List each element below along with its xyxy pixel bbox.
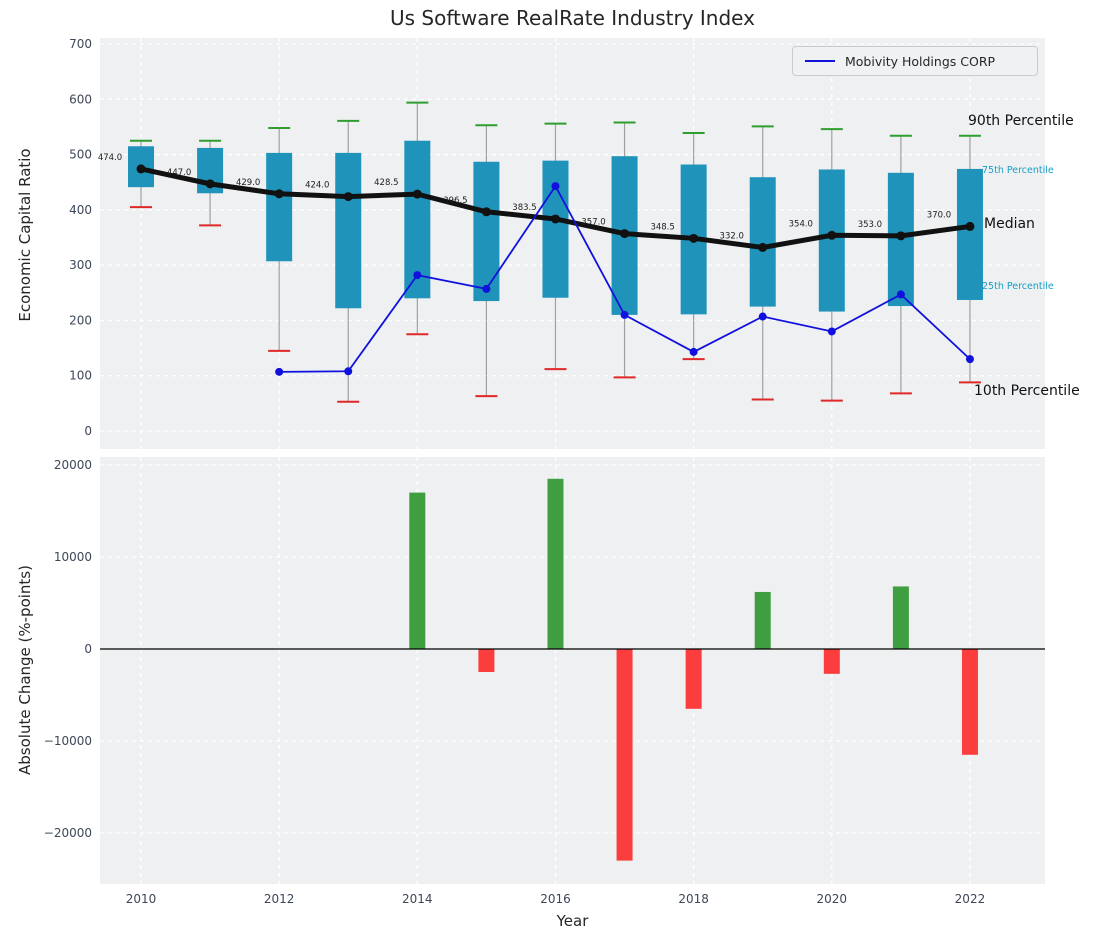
company-marker xyxy=(482,285,490,293)
bottom-y-tick-label: 0 xyxy=(84,642,92,656)
top-y-tick-label: 600 xyxy=(69,92,92,106)
x-tick-label: 2010 xyxy=(126,892,157,906)
company-marker xyxy=(621,311,629,319)
x-axis-label: Year xyxy=(100,912,1045,930)
median-marker xyxy=(965,222,974,231)
chart-canvas: 0 100 200 300 400 500 600 700 474.0 447.0 429.0 424… xyxy=(0,0,1112,942)
company-marker xyxy=(897,290,905,298)
median-marker xyxy=(344,192,353,201)
figure: 0 100 200 300 400 500 600 700 474.0 447.0 429.0 424… xyxy=(0,0,1112,942)
legend-label: Mobivity Holdings CORP xyxy=(845,54,995,69)
annotation-75th-percentile: 75th Percentile xyxy=(982,165,1054,176)
iqr-box xyxy=(266,153,292,261)
x-tick-label: 2014 xyxy=(402,892,433,906)
median-value-label: 357.0 xyxy=(581,218,605,228)
company-marker xyxy=(551,182,559,190)
change-bar xyxy=(962,649,978,755)
median-marker xyxy=(482,207,491,216)
company-marker xyxy=(413,271,421,279)
median-value-label: 474.0 xyxy=(98,153,122,163)
median-marker xyxy=(620,229,629,238)
iqr-box xyxy=(819,169,845,311)
median-marker xyxy=(896,231,905,240)
iqr-box xyxy=(473,162,499,301)
median-marker xyxy=(206,179,215,188)
top-subplot: 0 100 200 300 400 500 600 700 474.0 447.0 429.0 424… xyxy=(69,37,1045,449)
median-value-label: 429.0 xyxy=(236,178,260,188)
median-marker xyxy=(689,234,698,243)
bottom-y-tick-label: 20000 xyxy=(54,458,92,472)
median-value-label: 396.5 xyxy=(443,196,467,206)
annotation-25th-percentile: 25th Percentile xyxy=(982,281,1054,292)
x-tick-label: 2018 xyxy=(678,892,709,906)
iqr-box xyxy=(750,177,776,306)
bottom-plot-background xyxy=(100,457,1045,884)
change-bar xyxy=(824,649,840,674)
legend-line-sample xyxy=(805,60,835,62)
bottom-subplot: −20000 −10000 0 10000 20000 2010 2012 2014 2016 2… xyxy=(44,457,1045,906)
median-value-label: 354.0 xyxy=(789,219,813,229)
top-y-tick-label: 500 xyxy=(69,148,92,162)
median-marker xyxy=(551,214,560,223)
annotation-10th-percentile: 10th Percentile xyxy=(974,383,1080,399)
change-bar xyxy=(409,493,425,649)
median-marker xyxy=(758,243,767,252)
x-tick-label: 2020 xyxy=(817,892,848,906)
chart-title: Us Software RealRate Industry Index xyxy=(100,6,1045,30)
iqr-box xyxy=(335,153,361,308)
median-marker xyxy=(275,189,284,198)
bottom-y-tick-label: −10000 xyxy=(44,734,92,748)
median-value-label: 447.0 xyxy=(167,168,191,178)
top-y-axis-label: Economic Capital Ratio xyxy=(16,35,34,435)
iqr-box xyxy=(957,169,983,300)
annotation-median: Median xyxy=(984,216,1035,232)
legend: Mobivity Holdings CORP xyxy=(792,46,1038,76)
iqr-box xyxy=(542,161,568,298)
change-bar xyxy=(755,592,771,649)
x-tick-label: 2012 xyxy=(264,892,295,906)
company-marker xyxy=(966,355,974,363)
top-y-tick-label: 400 xyxy=(69,203,92,217)
bottom-y-tick-label: 10000 xyxy=(54,550,92,564)
annotation-90th-percentile: 90th Percentile xyxy=(968,113,1074,129)
x-tick-label: 2016 xyxy=(540,892,571,906)
top-y-tick-label: 100 xyxy=(69,369,92,383)
bottom-y-tick-label: −20000 xyxy=(44,826,92,840)
median-value-label: 424.0 xyxy=(305,181,329,191)
change-bar xyxy=(893,586,909,649)
median-value-label: 383.5 xyxy=(512,203,536,213)
bottom-y-axis-label: Absolute Change (%-points) xyxy=(16,470,34,870)
top-y-tick-label: 200 xyxy=(69,313,92,327)
change-bar xyxy=(478,649,494,672)
company-marker xyxy=(275,368,283,376)
median-value-label: 348.5 xyxy=(650,222,674,232)
median-value-label: 332.0 xyxy=(720,231,744,241)
x-tick-label: 2022 xyxy=(955,892,986,906)
median-value-label: 428.5 xyxy=(374,178,398,188)
median-value-label: 370.0 xyxy=(927,210,951,220)
company-marker xyxy=(828,327,836,335)
top-y-tick-label: 0 xyxy=(84,424,92,438)
median-marker xyxy=(827,231,836,240)
change-bar xyxy=(686,649,702,709)
top-y-tick-label: 300 xyxy=(69,258,92,272)
company-marker xyxy=(344,367,352,375)
top-y-tick-label: 700 xyxy=(69,37,92,51)
change-bar xyxy=(547,479,563,649)
median-marker xyxy=(413,190,422,199)
company-marker xyxy=(690,348,698,356)
median-marker xyxy=(137,164,146,173)
median-value-label: 353.0 xyxy=(858,220,882,230)
change-bar xyxy=(617,649,633,861)
company-marker xyxy=(759,313,767,321)
